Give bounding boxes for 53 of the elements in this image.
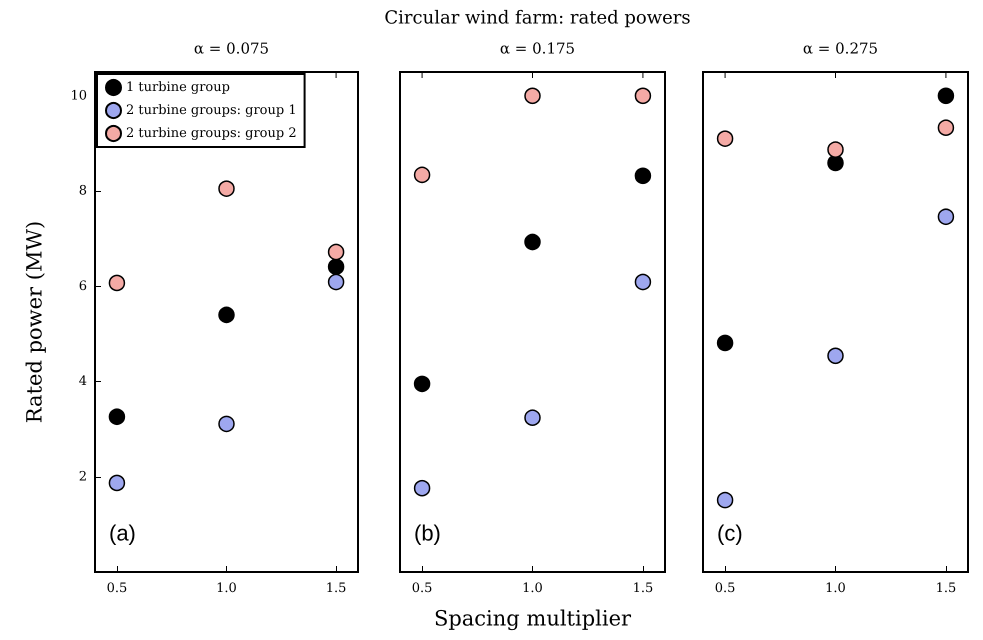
point (414, 376, 430, 392)
point (218, 180, 235, 197)
legend-label: 1 turbine group (126, 80, 230, 95)
x-tick-label: 0.5 (412, 581, 432, 596)
y-tick-label: 8 (78, 184, 87, 199)
legend-label: 2 turbine groups: group 2 (126, 126, 297, 141)
chart-title: Circular wind farm: rated powers (384, 8, 691, 28)
x-tick-label: 1.5 (936, 581, 956, 596)
point (108, 408, 126, 426)
point (716, 334, 734, 352)
annotation: (b) (414, 520, 441, 546)
point (328, 258, 344, 276)
point (218, 416, 235, 432)
annotation: (c) (717, 520, 743, 546)
point (328, 244, 344, 260)
x-tick-label: 0.5 (106, 581, 128, 596)
point (524, 88, 541, 104)
chart-subtitle: α = 0.175 (500, 40, 576, 58)
point (218, 306, 235, 324)
x-tick-label: 0.5 (714, 581, 736, 596)
point (716, 492, 734, 508)
x-tick-label: 1.0 (522, 581, 543, 596)
y-tick-label: 10 (70, 88, 87, 104)
point (414, 480, 430, 496)
point (827, 141, 844, 158)
y-axis-title: Rated power (MW) (22, 220, 46, 424)
point (827, 348, 844, 364)
legend-label: 2 turbine groups: group 1 (126, 103, 297, 118)
x-tick-label: 1.5 (632, 581, 654, 596)
point (634, 274, 652, 290)
point (108, 274, 126, 292)
x-tick-label: 1.0 (216, 581, 237, 596)
y-tick-label: 2 (78, 469, 87, 484)
x-tick-label: 1.0 (825, 581, 846, 596)
point (716, 130, 734, 147)
annotation: (a) (109, 520, 136, 546)
point (524, 234, 541, 250)
point (414, 166, 430, 184)
point (634, 88, 652, 104)
point (524, 409, 541, 426)
point (108, 474, 126, 492)
x-tick-label: 1.5 (326, 581, 346, 596)
point (634, 168, 652, 184)
point (938, 88, 954, 104)
point (827, 154, 844, 172)
x-axis-title: Spacing multiplier (434, 606, 632, 630)
chart-subtitle: α = 0.075 (194, 40, 270, 58)
y-tick-label: 4 (78, 374, 87, 390)
y-tick-label: 6 (78, 278, 87, 294)
point (938, 119, 954, 136)
chart-subtitle: α = 0.275 (802, 40, 878, 58)
point (328, 274, 344, 290)
point (938, 208, 954, 226)
